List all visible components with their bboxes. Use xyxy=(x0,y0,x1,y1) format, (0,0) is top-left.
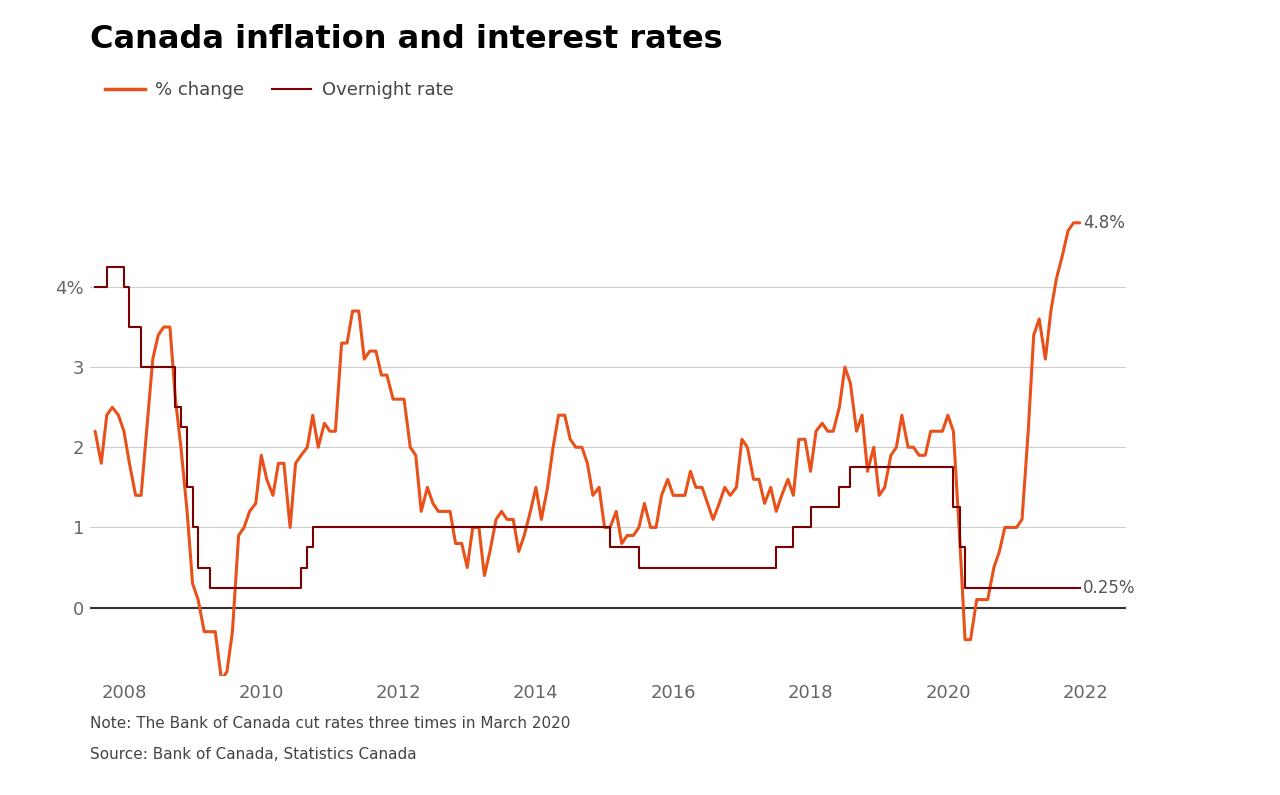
Legend: % change, Overnight rate: % change, Overnight rate xyxy=(97,74,461,107)
Text: Canada inflation and interest rates: Canada inflation and interest rates xyxy=(90,24,722,55)
Text: Note: The Bank of Canada cut rates three times in March 2020: Note: The Bank of Canada cut rates three… xyxy=(90,716,570,731)
Text: 0.25%: 0.25% xyxy=(1083,579,1135,596)
Text: Source: Bank of Canada, Statistics Canada: Source: Bank of Canada, Statistics Canad… xyxy=(90,747,416,762)
Text: 4.8%: 4.8% xyxy=(1083,214,1125,232)
